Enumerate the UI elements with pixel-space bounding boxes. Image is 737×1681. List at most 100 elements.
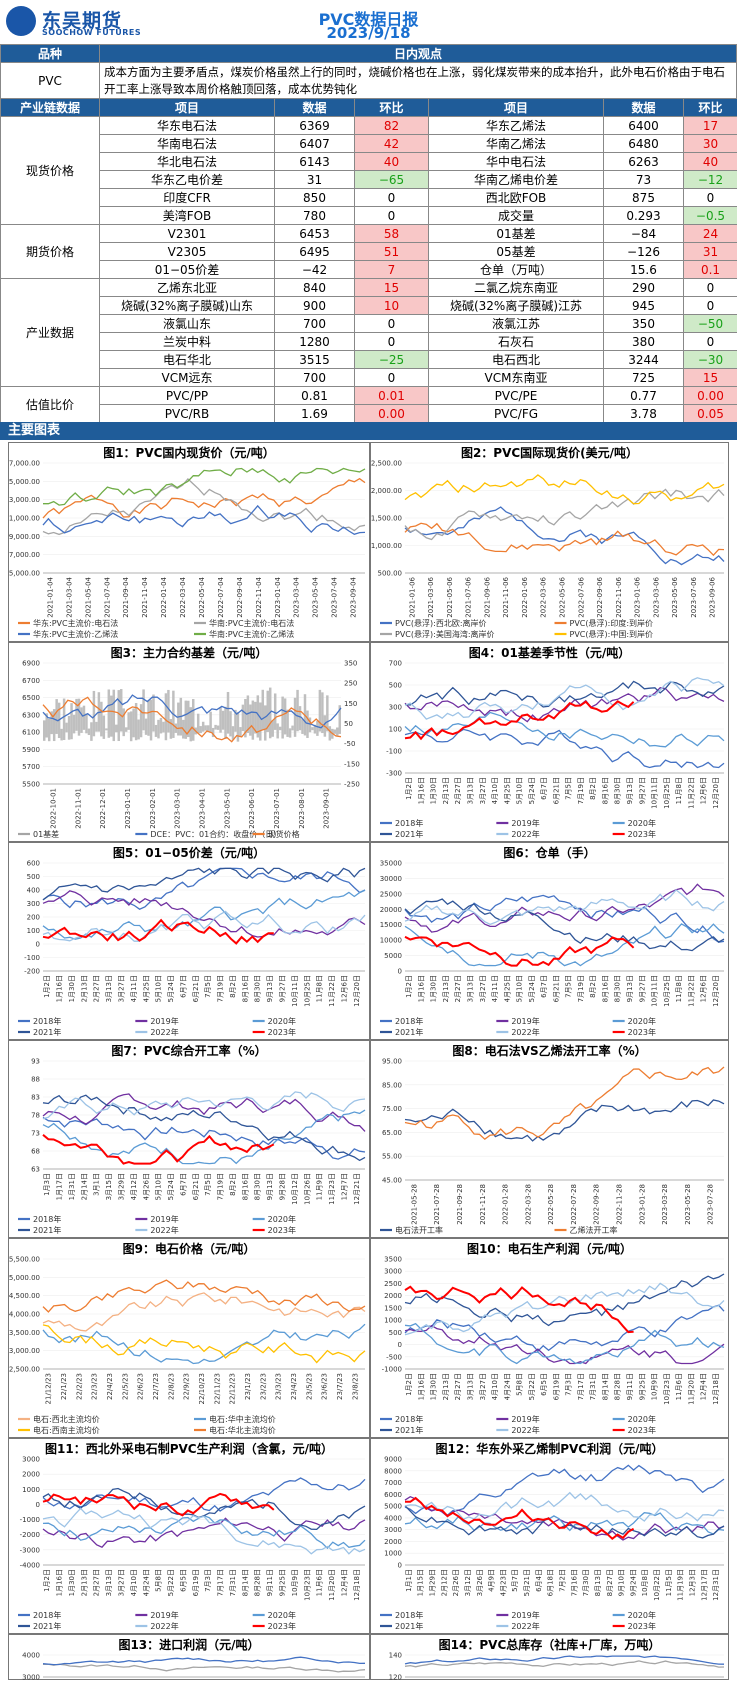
y-tick-label: 700 <box>389 660 402 668</box>
table-cell: 10 <box>355 297 429 315</box>
table-cell: 华东乙电价差 <box>100 171 275 189</box>
basis-bar <box>113 690 115 741</box>
table-cell: 780 <box>275 207 355 225</box>
x-tick-label: 2021-03-06 <box>427 576 435 617</box>
basis-bar <box>252 701 254 740</box>
x-tick-label: 4月11日 <box>130 975 138 1002</box>
series-line <box>43 1117 365 1159</box>
x-tick-label: 12月4日 <box>700 1373 708 1400</box>
x-tick-label: 6月21日 <box>552 777 560 804</box>
basis-bar <box>306 711 308 738</box>
table-cell: VCM远东 <box>100 369 275 387</box>
x-tick-label: 1月29日 <box>429 1569 437 1596</box>
y-tick-label: 300 <box>389 704 402 712</box>
x-tick-label: 1月16日 <box>417 1373 425 1400</box>
table-cell: 0 <box>355 369 429 387</box>
basis-bar <box>165 693 167 740</box>
x-tick-label: 2023-04-01 <box>198 788 206 829</box>
y-tick-label: 2,000.00 <box>371 487 402 495</box>
x-tick-label: 1月15日 <box>417 1569 425 1596</box>
y2-tick-label: -250 <box>344 781 360 789</box>
basis-bar <box>294 698 296 737</box>
x-tick-label: 2月27日 <box>454 777 462 804</box>
legend-label: 2021年 <box>395 1027 423 1037</box>
x-tick-label: 9月13日 <box>626 975 634 1002</box>
y-tick-label: 2000 <box>384 1538 402 1546</box>
chart-plot: 6900670065006300610059005700550035025015… <box>9 643 371 843</box>
x-tick-label: 2月13日 <box>80 1569 88 1596</box>
basis-bar <box>204 725 206 730</box>
x-tick-label: 4月24日 <box>503 1373 511 1400</box>
view-h1: 品种 <box>1 45 100 63</box>
x-tick-label: 8月30日 <box>254 1173 262 1200</box>
series-line <box>405 1100 724 1141</box>
y-tick-label: 1,500.00 <box>371 515 402 523</box>
basis-bar <box>264 705 266 740</box>
x-tick-label: 2022-03-04 <box>179 576 187 617</box>
series-line <box>43 1664 365 1672</box>
series-line <box>405 890 724 924</box>
y-tick-label: 7,000.00 <box>9 551 40 559</box>
y2-tick-label: -150 <box>344 760 360 768</box>
legend-label: 2018年 <box>395 1610 423 1620</box>
x-tick-label: 22/5/23 <box>121 1373 129 1400</box>
x-tick-label: 9月28日 <box>279 1173 287 1200</box>
y-tick-label: 500 <box>27 873 40 881</box>
x-tick-label: 8月2日 <box>589 975 597 998</box>
table-cell: 290 <box>604 279 684 297</box>
legend-label: 现货价格 <box>268 829 300 839</box>
basis-bar <box>271 721 273 737</box>
legend-label: 华南:PVC主流价:乙烯法 <box>209 629 294 639</box>
legend-label: 2022年 <box>511 1621 539 1631</box>
basis-bar <box>142 689 144 730</box>
basis-bar <box>125 727 127 731</box>
x-tick-label: 11月19日 <box>677 1569 685 1601</box>
x-tick-label: 6月21日 <box>192 1173 200 1200</box>
table-cell: −65 <box>355 171 429 189</box>
x-tick-label: 12月6日 <box>700 975 708 1002</box>
x-tick-label: 22/12/23 <box>229 1373 237 1404</box>
table-cell: 31 <box>275 171 355 189</box>
x-tick-label: 2022-05-04 <box>198 576 206 617</box>
table-cell: 6453 <box>275 225 355 243</box>
table-cell: −25 <box>355 351 429 369</box>
basis-bar <box>202 722 204 732</box>
legend-label: 2020年 <box>628 818 656 828</box>
table-cell: 烧碱(32%离子膜碱)江苏 <box>429 297 604 315</box>
table-cell: 24 <box>684 225 737 243</box>
table-cell: 华东乙烯法 <box>429 117 604 135</box>
table-cell: 0.00 <box>355 405 429 423</box>
legend-label: 电石:西北主流均价 <box>33 1414 100 1424</box>
y-tick-label: 93 <box>31 1058 40 1066</box>
series-line <box>43 1325 365 1363</box>
x-tick-label: 7月16日 <box>570 1569 578 1596</box>
table-cell: 印度CFR <box>100 189 275 207</box>
x-tick-label: 3月27日 <box>479 975 487 1002</box>
table-header-cell: 项目 <box>429 99 604 117</box>
basis-bar <box>85 713 87 733</box>
basis-bar <box>301 719 303 734</box>
x-tick-label: 8月2日 <box>589 777 597 800</box>
table-cell: 900 <box>275 297 355 315</box>
table-cell: 华南电石法 <box>100 135 275 153</box>
table-cell: 0 <box>355 207 429 225</box>
table-header-cell: 数据 <box>275 99 355 117</box>
table-cell: −42 <box>275 261 355 279</box>
basis-bar <box>219 707 221 732</box>
x-tick-label: 22/10/23 <box>198 1373 206 1404</box>
x-tick-label: 8月2日 <box>229 975 237 998</box>
y-tick-label: 0 <box>36 941 40 949</box>
x-tick-label: 2023-07-28 <box>707 1184 715 1225</box>
y-tick-label: 85.00 <box>382 1081 402 1089</box>
basis-bar <box>197 714 199 734</box>
group-label: 产业数据 <box>1 279 100 387</box>
x-tick-label: 12月20日 <box>712 777 720 809</box>
x-tick-label: 8月16日 <box>601 777 609 804</box>
